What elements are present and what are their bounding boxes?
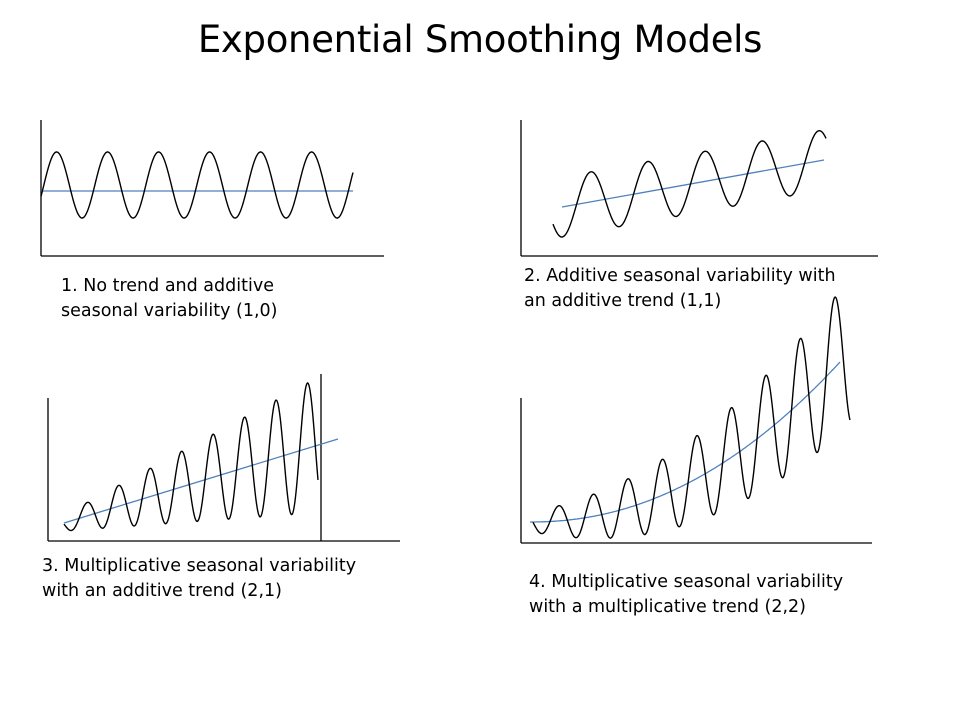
panel-2-caption: 2. Additive seasonal variability with an…	[524, 264, 836, 314]
panel-3-caption-line-1: 3. Multiplicative seasonal variability	[42, 556, 357, 576]
panel-1-seasonal-series	[40, 151, 354, 219]
panel-4-caption: 4. Multiplicative seasonal variability w…	[529, 570, 843, 620]
panel-3-caption-line-2: with an additive trend (2,1)	[42, 581, 282, 601]
panel-2-caption-line-1: 2. Additive seasonal variability with	[524, 266, 836, 286]
panel-3-caption: 3. Multiplicative seasonal variability w…	[42, 554, 356, 604]
panel-4-trend-curve	[530, 361, 841, 523]
panel-3-trend-line	[63, 438, 339, 524]
slide-title: Exponential Smoothing Models	[197, 18, 763, 61]
panel-4-seasonal-series	[532, 296, 851, 539]
panel-3-seasonal-series	[63, 382, 319, 532]
panel-2-caption-line-2: an additive trend (1,1)	[524, 291, 722, 311]
panel-4-caption-line-2: with a multiplicative trend (2,2)	[529, 597, 806, 617]
panel-1-caption-line-1: 1. No trend and additive	[61, 276, 274, 296]
panel-2-seasonal-series	[552, 130, 827, 238]
panel-1-caption: 1. No trend and additive seasonal variab…	[61, 274, 278, 324]
panel-4-caption-line-1: 4. Multiplicative seasonal variability	[529, 572, 844, 592]
panel-1-caption-line-2: seasonal variability (1,0)	[61, 301, 278, 321]
